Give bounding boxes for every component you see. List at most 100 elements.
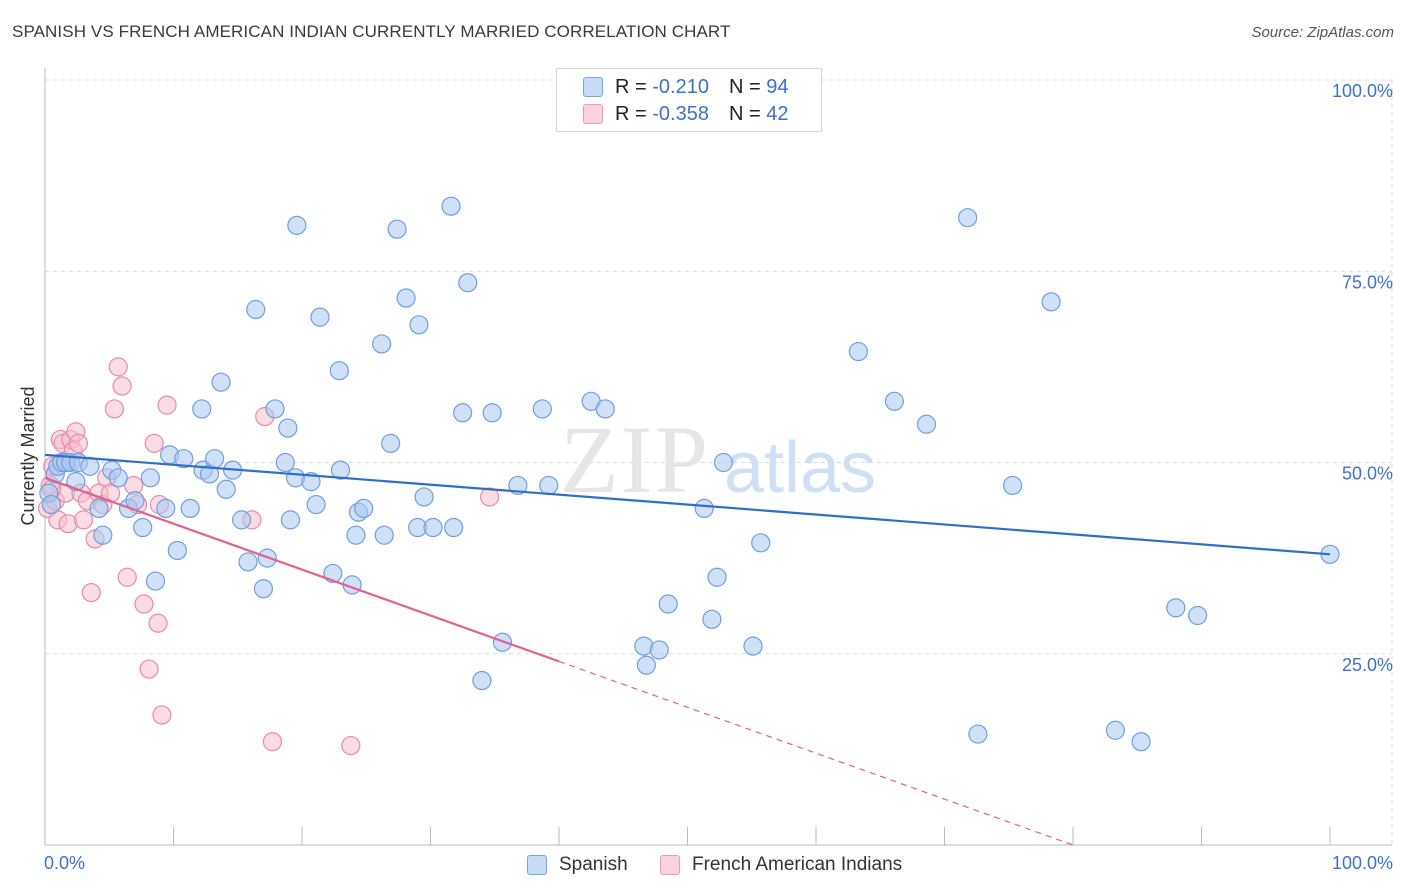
- french-american-indians-point: [262, 732, 283, 752]
- spanish-point: [387, 219, 407, 239]
- spanish-point: [916, 414, 937, 434]
- spanish-point: [232, 510, 252, 530]
- spanish-point: [280, 510, 301, 530]
- spanish-point: [1131, 732, 1151, 752]
- legend-r-value-french: -0.358: [652, 102, 709, 125]
- spanish-point: [848, 341, 869, 362]
- french-american-indians-point: [148, 613, 168, 633]
- series-legend-french: French American Indians: [660, 852, 902, 878]
- spanish-point: [156, 498, 176, 518]
- spanish-point: [884, 391, 904, 411]
- spanish-point: [253, 579, 274, 599]
- french-american-indians-point: [341, 735, 361, 756]
- spanish-point: [205, 449, 225, 469]
- spanish-point: [381, 433, 401, 453]
- spanish-point: [174, 449, 194, 469]
- spanish-point: [444, 517, 464, 538]
- spanish-point: [453, 403, 473, 423]
- y-tick-label: 100.0%: [1332, 81, 1393, 101]
- french-american-indians-point: [117, 567, 137, 587]
- spanish-point: [180, 498, 200, 518]
- spanish-point: [414, 487, 434, 507]
- spanish-point: [80, 456, 100, 476]
- spanish-point: [133, 517, 153, 538]
- french-trend-line: [44, 476, 560, 663]
- spanish-point: [1041, 292, 1061, 312]
- y-tick-label: 25.0%: [1342, 655, 1393, 675]
- spanish-point: [216, 479, 236, 499]
- legend-r-label: R =: [615, 102, 647, 125]
- spanish-point: [595, 399, 615, 419]
- spanish-legend-label: Spanish: [559, 854, 628, 875]
- spanish-point: [346, 525, 366, 545]
- series-legend-spanish: Spanish: [527, 852, 628, 878]
- legend-n-label: N =: [728, 75, 761, 98]
- spanish-point: [649, 640, 669, 660]
- watermark-atlas: atlas: [724, 428, 876, 508]
- spanish-point: [275, 452, 295, 473]
- spanish-point: [441, 196, 461, 216]
- french-american-indians-point: [108, 357, 128, 377]
- french-legend-label: French American Indians: [692, 854, 903, 875]
- spanish-point: [278, 418, 298, 438]
- french-american-indians-point: [134, 594, 154, 614]
- french-swatch: [583, 104, 603, 124]
- tick-labels: 100.0% 75.0% 50.0% 25.0% 0.0% 100.0%: [44, 81, 1393, 873]
- y-axis-label: Currently Married: [18, 386, 38, 525]
- spanish-point: [301, 472, 321, 492]
- spanish-point: [265, 399, 285, 419]
- spanish-point: [330, 460, 351, 480]
- spanish-point: [658, 594, 678, 614]
- legend-r-value-spanish: -0.210: [652, 75, 709, 98]
- spanish-point: [409, 315, 429, 335]
- french-american-indians-point: [81, 582, 101, 603]
- spanish-point: [372, 334, 392, 354]
- spanish-point: [472, 670, 492, 691]
- spanish-point: [238, 552, 258, 572]
- spanish-point: [211, 372, 231, 392]
- x-tick-label: 0.0%: [44, 853, 85, 873]
- spanish-legend-swatch: [527, 855, 547, 875]
- spanish-point: [743, 636, 763, 656]
- french-american-indians-point: [152, 705, 172, 725]
- spanish-point: [246, 299, 266, 320]
- axes: [44, 68, 1392, 846]
- spanish-point: [93, 525, 113, 545]
- spanish-point: [1105, 720, 1126, 740]
- correlation-legend: R = -0.210 N = 94 R = -0.358 N = 42: [556, 68, 822, 132]
- spanish-swatch: [583, 77, 603, 97]
- french-american-indians-point: [104, 399, 124, 419]
- spanish-point: [968, 724, 988, 744]
- spanish-point: [508, 475, 528, 496]
- spanish-point: [1003, 475, 1023, 496]
- spanish-point: [108, 468, 128, 488]
- spanish-point: [539, 475, 559, 496]
- spanish-point: [306, 494, 326, 515]
- french-american-indians-point: [68, 433, 89, 453]
- french-american-indians-point: [112, 376, 132, 396]
- legend-n-value-spanish: 94: [766, 75, 789, 98]
- spanish-point: [145, 571, 166, 591]
- spanish-point: [41, 494, 62, 515]
- spanish-point: [702, 609, 722, 629]
- french-trend-line-extension: [558, 660, 1074, 846]
- spanish-point: [636, 655, 656, 675]
- legend-r-label: R =: [615, 75, 647, 98]
- y-tick-label: 50.0%: [1342, 464, 1393, 484]
- spanish-point: [374, 525, 394, 545]
- trend-lines: [44, 453, 1331, 846]
- french-american-indians-point: [73, 510, 94, 530]
- y-tick-label: 75.0%: [1342, 272, 1393, 292]
- french-american-indians-point: [144, 433, 164, 453]
- legend-n-label: N =: [728, 102, 761, 125]
- spanish-point: [167, 540, 187, 561]
- watermark: ZIP atlas: [560, 406, 876, 513]
- spanish-point: [458, 273, 478, 293]
- spanish-point: [287, 215, 307, 235]
- legend-row-spanish: R = -0.210 N = 94: [583, 75, 788, 99]
- french-american-indians-point: [157, 395, 177, 415]
- watermark-zip: ZIP: [560, 406, 710, 513]
- french-american-indians-point: [480, 487, 500, 507]
- x-tick-label: 100.0%: [1332, 853, 1393, 873]
